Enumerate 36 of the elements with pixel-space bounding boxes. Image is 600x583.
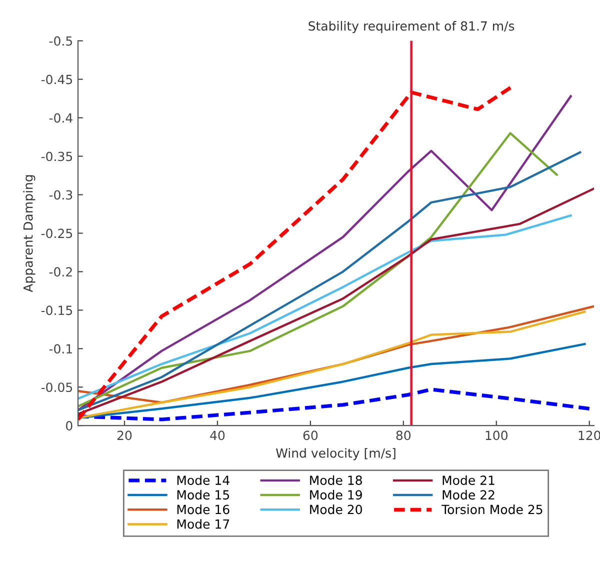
legend-label: Mode 19: [310, 490, 362, 500]
legend-label: Mode 14: [177, 475, 230, 485]
line-series: [78, 187, 594, 416]
y-tick-label: -0.5: [49, 36, 72, 46]
y-tick-label: -0.3: [49, 190, 72, 200]
y-tick-label: -0.35: [41, 152, 72, 162]
y-tick-label: -0.4: [49, 113, 72, 123]
line-series: [78, 84, 514, 422]
y-tick-label: 0: [66, 421, 72, 431]
y-tick-label: -0.2: [49, 267, 72, 277]
y-axis-title: Apparent Damping: [23, 175, 36, 292]
y-tick-label: -0.25: [41, 228, 72, 238]
x-tick-label: 20: [117, 430, 132, 440]
legend-label: Mode 16: [177, 504, 230, 514]
line-series: [78, 388, 592, 422]
x-tick-label: 40: [210, 430, 225, 440]
x-tick-label: 60: [303, 430, 318, 440]
x-tick-label: 80: [396, 430, 411, 440]
y-tick-label: -0.1: [49, 344, 72, 354]
legend-label: Mode 20: [310, 504, 362, 514]
legend-label: Mode 17: [177, 519, 230, 529]
legend-label: Mode 21: [442, 475, 494, 485]
legend-label: Mode 22: [442, 490, 494, 500]
line-series: [78, 305, 594, 404]
line-series: [78, 214, 572, 400]
y-tick-label: -0.15: [41, 306, 72, 316]
ref-line-label: Stability requirement of 81.7 m/s: [308, 21, 514, 34]
x-tick-label: 120: [578, 430, 600, 440]
x-tick-label: 100: [486, 430, 508, 440]
x-axis-title: Wind velocity [m/s]: [276, 448, 396, 460]
legend-label: Mode 18: [310, 475, 362, 485]
legend-label: Mode 15: [177, 490, 230, 500]
line-series: [78, 95, 572, 412]
legend-label: Torsion Mode 25: [442, 504, 542, 514]
y-tick-label: -0.45: [41, 74, 72, 84]
y-tick-label: -0.05: [41, 382, 72, 392]
